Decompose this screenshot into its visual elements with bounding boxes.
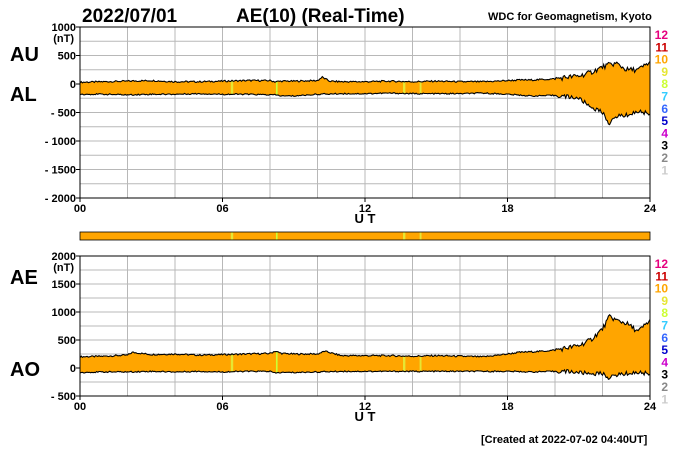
station-count-legend-item: 5: [661, 343, 668, 357]
y-tick-label: - 2000: [45, 193, 76, 205]
station-count-legend-item: 4: [661, 355, 668, 369]
source-label: WDC for Geomagnetism, Kyoto: [488, 11, 652, 23]
station-count-legend-item: 7: [661, 90, 668, 104]
x-tick-label: 06: [216, 401, 228, 413]
station-count-legend-item: 1: [661, 163, 668, 177]
y-tick-label: - 500: [51, 108, 76, 120]
coverage-band: [419, 356, 422, 372]
ae-ao-grid: [79, 255, 651, 397]
x-tick-label: 18: [501, 401, 513, 413]
coverage-band: [275, 81, 278, 96]
x-tick-label: 00: [74, 203, 86, 215]
y-tick-label: 0: [70, 79, 76, 91]
ae-ao-x-ticks: 00 06 12 18 24: [74, 396, 657, 413]
index-title: AE(10) (Real-Time): [236, 6, 405, 27]
y-tick-label: 0: [70, 363, 76, 375]
y-tick-label: - 500: [51, 391, 76, 403]
coverage-strip-segment: [275, 232, 278, 240]
station-count-legend-item: 12: [655, 28, 669, 42]
station-count-legend-item: 8: [661, 306, 668, 320]
x-tick-label: 24: [644, 203, 657, 215]
ae-axis-label: AE: [10, 267, 38, 289]
au-al-plot: [79, 60, 651, 126]
station-count-legend-item: 2: [661, 380, 668, 394]
station-count-legend-item: 7: [661, 319, 668, 333]
date-title: 2022/07/01: [82, 6, 178, 27]
station-count-legend-item: 11: [655, 269, 668, 283]
al-axis-label: AL: [10, 84, 37, 106]
au-al-x-ticks: 00 06 12 18 24: [74, 198, 657, 215]
y-tick-label: 1000: [52, 307, 76, 319]
station-count-legend-item: 3: [661, 368, 668, 382]
series-line-au: [79, 60, 651, 84]
y-tick-label: 500: [58, 51, 76, 63]
x-tick-label: 12: [359, 203, 371, 215]
ae-ao-plot: [79, 314, 651, 381]
series-fill-area: [80, 314, 650, 380]
station-count-legend-item: 2: [661, 151, 668, 165]
station-count-legend-item: 5: [661, 114, 668, 128]
station-count-legend-item: 11: [655, 40, 668, 54]
coverage-band: [403, 356, 406, 372]
ao-axis-label: AO: [10, 359, 40, 381]
coverage-band: [230, 80, 234, 95]
ae-ao-x-axis-label: U T: [355, 409, 376, 424]
series-line-ao: [79, 368, 651, 381]
x-tick-label: 06: [216, 203, 228, 215]
created-timestamp: [Created at 2022-07-02 04:40UT]: [481, 434, 648, 446]
station-count-legend-item: 3: [661, 139, 668, 153]
x-tick-label: 24: [644, 401, 657, 413]
y-tick-label: 2000: [52, 251, 76, 263]
station-count-legend-item: 6: [661, 102, 668, 116]
au-al-unit-label: (nT): [53, 33, 74, 45]
coverage-band: [403, 81, 406, 94]
x-tick-label: 00: [74, 401, 86, 413]
ae-ao-unit-label: (nT): [53, 262, 74, 274]
y-tick-label: - 1500: [45, 165, 76, 177]
au-al-x-axis-label: U T: [355, 211, 376, 226]
series-line-al: [79, 92, 651, 126]
coverage-band: [230, 354, 234, 372]
station-count-legend-item: 1: [661, 392, 668, 406]
coverage-strip-segment: [403, 232, 406, 240]
station-count-legend-item: 9: [661, 65, 668, 79]
au-al-grid: [79, 26, 651, 199]
coverage-strip-segment: [419, 232, 422, 240]
y-tick-label: - 1000: [45, 136, 76, 148]
au-axis-label: AU: [10, 44, 39, 66]
ae-ao-y-ticks: 2000 1500 1000 500 0 - 500: [51, 251, 80, 403]
y-tick-label: 1500: [52, 279, 76, 291]
y-tick-label: 1000: [52, 22, 76, 34]
station-count-legend-item: 9: [661, 294, 668, 308]
station-count-legend-item: 12: [655, 257, 669, 271]
station-count-legend-item: 6: [661, 331, 668, 345]
station-count-legend-item: 10: [655, 53, 669, 67]
station-coverage-strip: [79, 231, 651, 241]
x-tick-label: 12: [359, 401, 371, 413]
y-tick-label: 500: [58, 335, 76, 347]
series-line-ae: [79, 314, 651, 359]
coverage-strip-bar: [79, 231, 651, 241]
station-count-legend-item: 4: [661, 126, 668, 140]
au-al-y-ticks: 1000 500 0 - 500 - 1000 - 1500 - 2000: [45, 22, 80, 205]
coverage-band: [275, 351, 278, 373]
station-count-legend-item: 10: [655, 282, 669, 296]
x-tick-label: 18: [501, 203, 513, 215]
coverage-band: [419, 81, 422, 94]
station-count-legend-item: 8: [661, 77, 668, 91]
coverage-strip-segment: [230, 232, 234, 240]
